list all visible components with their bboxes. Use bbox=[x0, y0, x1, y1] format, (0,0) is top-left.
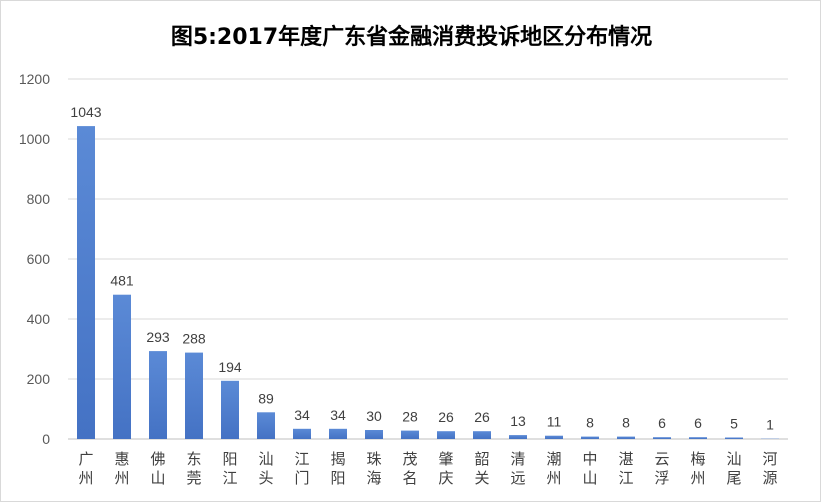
category-label: 珠海 bbox=[366, 450, 381, 487]
category-label: 广州 bbox=[78, 450, 93, 487]
category-label: 云浮 bbox=[654, 450, 669, 487]
data-label: 1043 bbox=[70, 104, 101, 120]
bar bbox=[257, 412, 275, 439]
data-label: 89 bbox=[258, 390, 274, 406]
category-label: 佛山 bbox=[150, 450, 165, 487]
y-tick-label: 600 bbox=[27, 251, 51, 267]
data-label: 28 bbox=[402, 409, 418, 425]
data-label: 293 bbox=[146, 329, 170, 345]
y-tick-label: 1000 bbox=[19, 131, 50, 147]
category-label: 惠州 bbox=[114, 450, 129, 487]
bar bbox=[221, 380, 239, 439]
data-label: 26 bbox=[474, 409, 490, 425]
bar bbox=[617, 436, 635, 439]
data-label: 6 bbox=[694, 415, 702, 431]
category-label: 河源 bbox=[762, 450, 777, 487]
data-label: 6 bbox=[658, 415, 666, 431]
category-label: 东莞 bbox=[186, 450, 201, 487]
bar bbox=[329, 428, 347, 439]
category-label: 茂名 bbox=[402, 450, 417, 487]
category-label: 江门 bbox=[294, 450, 309, 487]
data-label: 481 bbox=[110, 273, 134, 289]
bar bbox=[77, 126, 95, 439]
category-label: 湛江 bbox=[618, 450, 633, 487]
data-label: 288 bbox=[182, 331, 206, 347]
y-tick-label: 400 bbox=[27, 311, 51, 327]
y-tick-label: 0 bbox=[42, 431, 50, 447]
bar bbox=[149, 351, 167, 439]
data-label: 13 bbox=[510, 413, 526, 429]
data-label: 34 bbox=[294, 407, 310, 423]
category-label: 梅州 bbox=[690, 450, 705, 487]
bar bbox=[473, 431, 491, 439]
data-label: 8 bbox=[586, 415, 594, 431]
bar bbox=[653, 437, 671, 439]
bar bbox=[293, 428, 311, 439]
y-tick-label: 200 bbox=[27, 371, 51, 387]
data-label: 11 bbox=[547, 414, 562, 430]
data-label: 26 bbox=[438, 409, 454, 425]
category-label: 肇庆 bbox=[438, 450, 453, 487]
data-label: 34 bbox=[330, 407, 346, 423]
bar bbox=[365, 430, 383, 439]
bar bbox=[401, 430, 419, 439]
y-tick-label: 1200 bbox=[19, 71, 50, 87]
bar bbox=[581, 436, 599, 439]
category-label: 阳江 bbox=[222, 450, 237, 487]
category-label: 汕头 bbox=[258, 450, 273, 487]
data-label: 8 bbox=[622, 415, 630, 431]
bar bbox=[545, 435, 563, 439]
data-label: 5 bbox=[730, 416, 738, 432]
bar bbox=[113, 294, 131, 439]
category-label: 韶关 bbox=[474, 450, 489, 487]
bar bbox=[725, 437, 743, 439]
bar bbox=[509, 435, 527, 439]
data-label: 30 bbox=[366, 408, 382, 424]
category-label: 潮州 bbox=[546, 450, 561, 487]
bar bbox=[689, 437, 707, 439]
y-tick-label: 800 bbox=[27, 191, 51, 207]
category-label: 中山 bbox=[582, 450, 597, 487]
bar bbox=[185, 352, 203, 439]
bar bbox=[437, 431, 455, 439]
data-label: 194 bbox=[218, 359, 242, 375]
category-label: 揭阳 bbox=[330, 450, 345, 487]
category-label: 清远 bbox=[510, 450, 525, 487]
category-label: 汕尾 bbox=[726, 450, 741, 487]
data-label: 1 bbox=[766, 417, 774, 433]
chart-title: 图5:2017年度广东省金融消费投诉地区分布情况 bbox=[170, 25, 653, 50]
